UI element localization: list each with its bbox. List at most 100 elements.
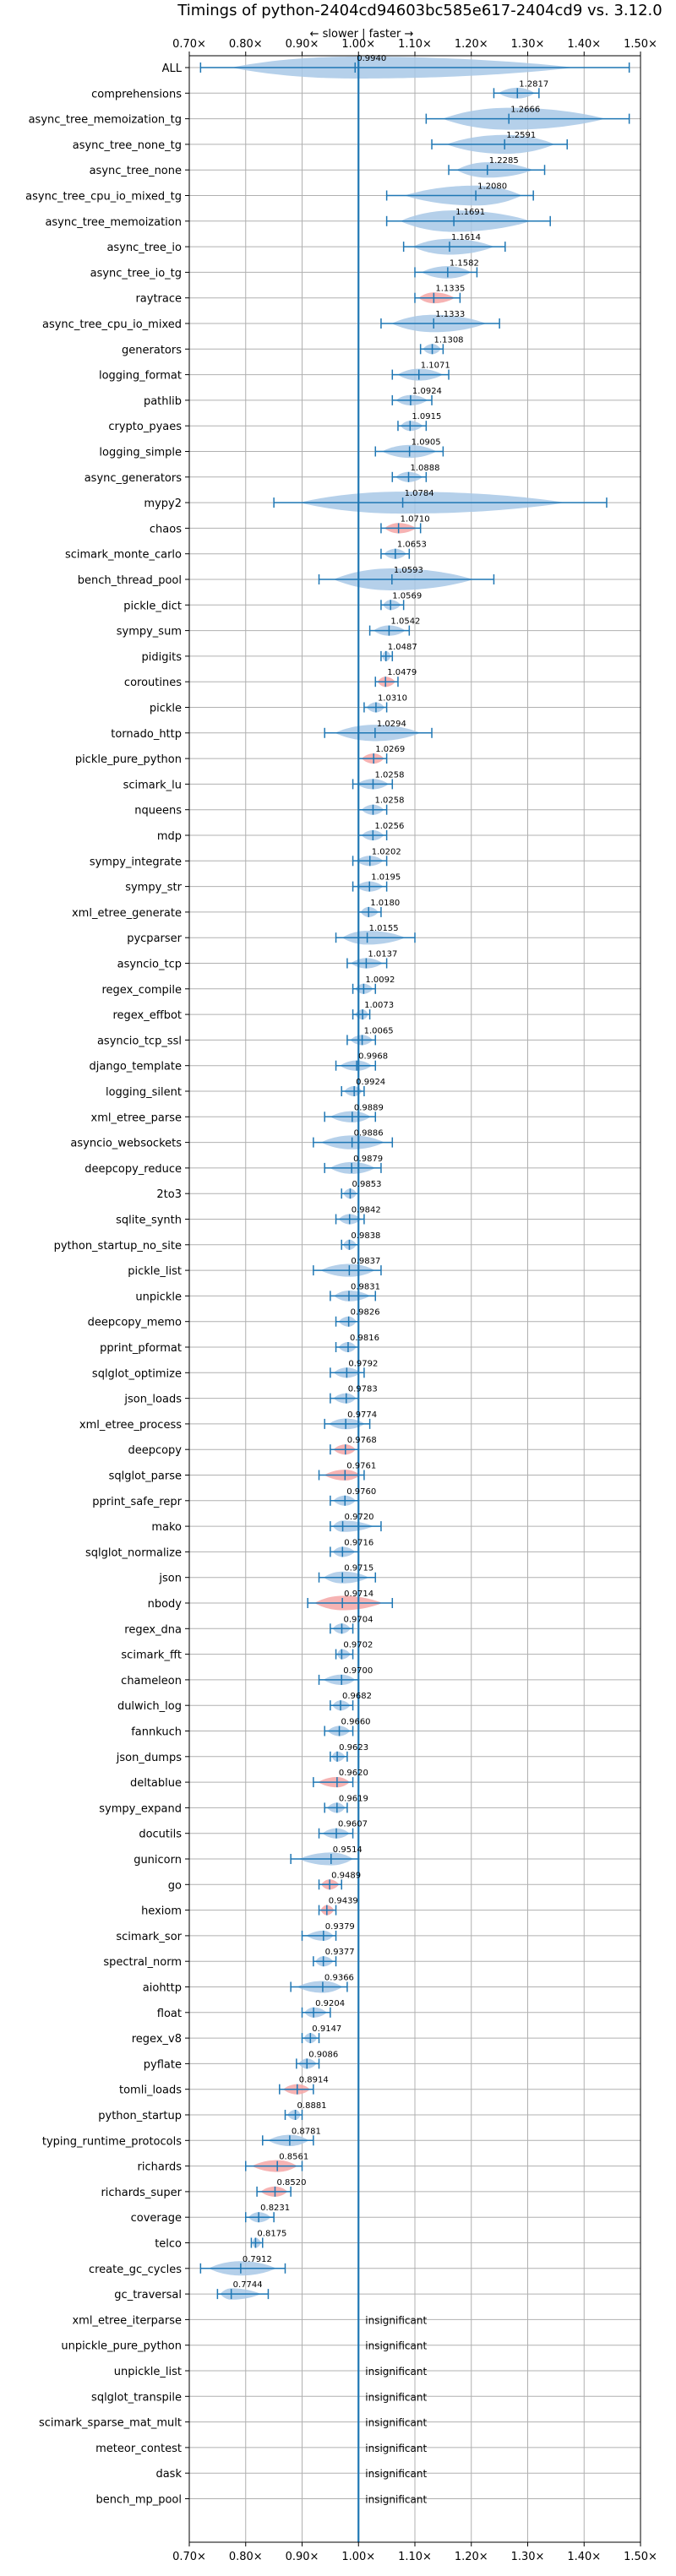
benchmark-labels: ALL comprehensions async_tree_memoization_…	[25, 62, 189, 2507]
benchmark-label: xml_etree_generate	[72, 907, 182, 920]
benchmark-label: go	[168, 1879, 182, 1892]
value-label: 0.7744	[233, 2280, 263, 2290]
benchmark-label: async_tree_memoization_tg	[29, 114, 182, 127]
value-label: 0.9619	[339, 1794, 368, 1803]
benchmark-label: scimark_sor	[116, 1931, 182, 1943]
benchmark-label: hexiom	[141, 1905, 182, 1918]
value-label: 1.0202	[372, 847, 401, 856]
value-label: 1.2817	[519, 79, 548, 89]
x-tick-label-bottom: 0.70×	[172, 2551, 206, 2563]
value-label: 0.9842	[352, 1206, 381, 1215]
insignificant-label: insignificant	[365, 2443, 427, 2454]
value-label: 0.9514	[333, 1845, 363, 1855]
value-label: 1.2666	[510, 106, 540, 115]
value-label: 1.0479	[387, 668, 417, 677]
value-label: 1.0155	[369, 924, 399, 933]
value-label: 1.0294	[377, 720, 406, 729]
value-label: 1.0888	[411, 464, 440, 473]
benchmark-label: sqlglot_normalize	[85, 1546, 182, 1559]
direction-annotation: ← slower | faster →	[310, 28, 414, 41]
benchmark-label: asyncio_websockets	[70, 1138, 182, 1150]
x-tick-label-top: 1.30×	[511, 38, 545, 51]
benchmark-label: deepcopy_memo	[88, 1317, 182, 1329]
benchmark-label: async_tree_none_tg	[73, 139, 182, 152]
benchmark-label: scimark_sparse_mat_mult	[39, 2417, 182, 2430]
benchmark-label: comprehensions	[91, 88, 182, 101]
x-tick-label-top: 1.10×	[398, 38, 432, 51]
value-label: 0.9607	[338, 1820, 368, 1829]
value-label: 1.1614	[451, 233, 481, 242]
benchmark-label: django_template	[90, 1061, 182, 1073]
value-label: 0.9720	[345, 1513, 374, 1522]
value-label: 0.9924	[356, 1078, 385, 1087]
x-tick-label-top: 1.00×	[341, 38, 375, 51]
benchmark-label: pathlib	[144, 395, 182, 408]
benchmark-label: pidigits	[142, 651, 183, 664]
benchmark-label: docutils	[139, 1829, 182, 1841]
value-label: 0.9700	[343, 1666, 373, 1676]
benchmark-label: json_loads	[123, 1394, 182, 1406]
x-tick-label-bottom: 1.50×	[624, 2551, 657, 2563]
value-label: 1.1333	[435, 310, 465, 319]
benchmark-label: mypy2	[144, 497, 182, 510]
benchmark-label: bench_mp_pool	[95, 2494, 182, 2507]
value-label: 0.9783	[348, 1385, 378, 1394]
value-label: 0.9623	[339, 1743, 368, 1753]
benchmark-label: crypto_pyaes	[108, 421, 182, 433]
value-label: 0.8231	[260, 2204, 290, 2213]
benchmark-label: json	[158, 1573, 182, 1585]
benchmark-label: pickle_pure_python	[75, 753, 182, 766]
value-label: 1.0310	[378, 694, 407, 704]
value-label: 0.9620	[339, 1769, 368, 1778]
benchmark-label: deltablue	[130, 1777, 182, 1790]
benchmark-label: scimark_lu	[123, 779, 182, 791]
value-label: 0.9377	[325, 1948, 355, 1957]
benchmark-label: regex_effbot	[112, 1009, 182, 1022]
benchmark-label: coverage	[131, 2212, 182, 2225]
benchmark-label: telco	[155, 2238, 182, 2251]
benchmark-label: logging_silent	[106, 1086, 182, 1099]
value-label: 1.0256	[374, 822, 404, 831]
value-label: 0.9838	[351, 1231, 380, 1241]
benchmark-label: python_startup	[98, 2110, 182, 2122]
value-label: 1.0195	[371, 873, 401, 883]
benchmark-label: pyflate	[144, 2058, 182, 2071]
value-label: 0.9086	[308, 2050, 338, 2059]
benchmark-label: dask	[155, 2468, 182, 2481]
benchmark-label: pickle_list	[128, 1265, 182, 1278]
benchmark-label: generators	[122, 344, 182, 356]
benchmark-label: async_tree_io_tg	[90, 267, 182, 280]
value-label: 0.9886	[354, 1129, 384, 1139]
benchmark-label: aiohttp	[143, 1982, 182, 1995]
value-label: 1.0924	[412, 387, 442, 396]
benchmark-label: nbody	[148, 1598, 183, 1611]
benchmark-label: async_tree_io	[106, 242, 182, 254]
value-label: 0.9940	[357, 54, 386, 63]
benchmark-label: unpickle_pure_python	[61, 2340, 182, 2353]
value-label: 0.8520	[276, 2178, 306, 2187]
value-label: 0.9714	[344, 1590, 373, 1599]
benchmark-label: pprint_safe_repr	[92, 1496, 182, 1508]
value-label: 1.2591	[506, 131, 536, 140]
x-tick-label-bottom: 1.10×	[398, 2551, 432, 2563]
benchmark-label: create_gc_cycles	[89, 2264, 182, 2276]
benchmark-label: logging_simple	[99, 447, 182, 459]
value-label: 0.9826	[351, 1308, 380, 1318]
insignificant-label: insignificant	[365, 2391, 427, 2403]
x-tick-label-bottom: 0.80×	[229, 2551, 263, 2563]
benchmark-label: bench_thread_pool	[78, 574, 182, 587]
benchmark-label: nqueens	[134, 805, 182, 818]
value-label: 0.9366	[324, 1974, 354, 1983]
value-label: 1.0092	[365, 976, 395, 985]
benchmark-label: tomli_loads	[119, 2084, 182, 2097]
benchmark-label: ALL	[162, 62, 183, 75]
benchmark-label: unpickle	[135, 1291, 182, 1303]
value-label: 1.0065	[364, 1026, 394, 1035]
benchmark-label: regex_compile	[101, 984, 182, 997]
value-label: 1.0487	[388, 643, 417, 652]
value-label: 0.9831	[351, 1282, 380, 1291]
value-label: 1.0653	[397, 541, 427, 550]
value-label: 0.8781	[292, 2127, 321, 2136]
value-label: 0.8914	[299, 2076, 329, 2085]
